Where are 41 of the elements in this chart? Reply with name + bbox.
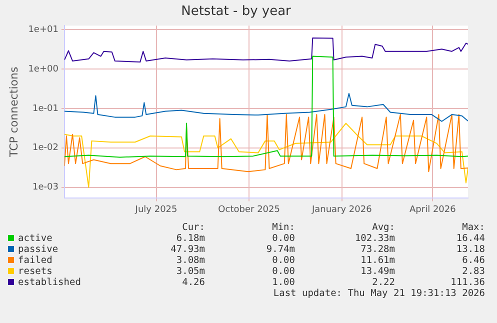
- text: 47.93m: [170, 244, 205, 255]
- text: Max:: [461, 222, 485, 233]
- text: 2.83: [461, 266, 485, 277]
- y-axis-title: TCP connections: [7, 66, 20, 158]
- y-tick-label: 1e+00: [28, 64, 59, 74]
- text: 111.36: [450, 277, 485, 288]
- text: 11.61m: [360, 255, 395, 266]
- text: 102.33m: [354, 233, 395, 244]
- text: 73.28m: [360, 244, 395, 255]
- text: Min:: [271, 222, 295, 233]
- text: 2.22: [371, 277, 395, 288]
- text: 13.18: [455, 244, 485, 255]
- x-tick-label: October 2025: [218, 204, 280, 215]
- y-tick-label: 1e+01: [28, 24, 58, 35]
- text: 0.00: [271, 266, 295, 277]
- y-tick-label: 1e-02: [32, 143, 58, 154]
- text: 0.00: [271, 255, 295, 266]
- text: 13.49m: [360, 266, 395, 277]
- legend-label: active: [18, 233, 54, 244]
- x-tick-label: July 2025: [134, 204, 178, 215]
- text: 4.26: [181, 277, 205, 288]
- text: 0.00: [271, 233, 295, 244]
- chart-title: Netstat - by year: [181, 4, 292, 20]
- text: 6.46: [461, 255, 485, 266]
- text: 1.00: [271, 277, 295, 288]
- x-tick-label: April 2026: [410, 204, 456, 215]
- text: 3.05m: [175, 266, 205, 277]
- legend-label: passive: [18, 244, 60, 255]
- legend-label: resets: [18, 266, 54, 277]
- x-tick-label: January 2026: [310, 204, 372, 215]
- text: 9.74m: [265, 244, 295, 255]
- y-tick-label: 1e-03: [32, 182, 58, 193]
- legend-label: established: [18, 277, 82, 288]
- text: 6.18m: [175, 233, 205, 244]
- y-tick-label: 1e-01: [32, 104, 58, 114]
- legend-label: failed: [18, 255, 54, 266]
- text: Cur:: [181, 222, 205, 233]
- text: 3.08m: [175, 255, 205, 266]
- text: Last update: Thu May 21 19:31:13 2026: [272, 288, 485, 299]
- text: Avg:: [371, 222, 395, 233]
- text: 16.44: [455, 233, 485, 244]
